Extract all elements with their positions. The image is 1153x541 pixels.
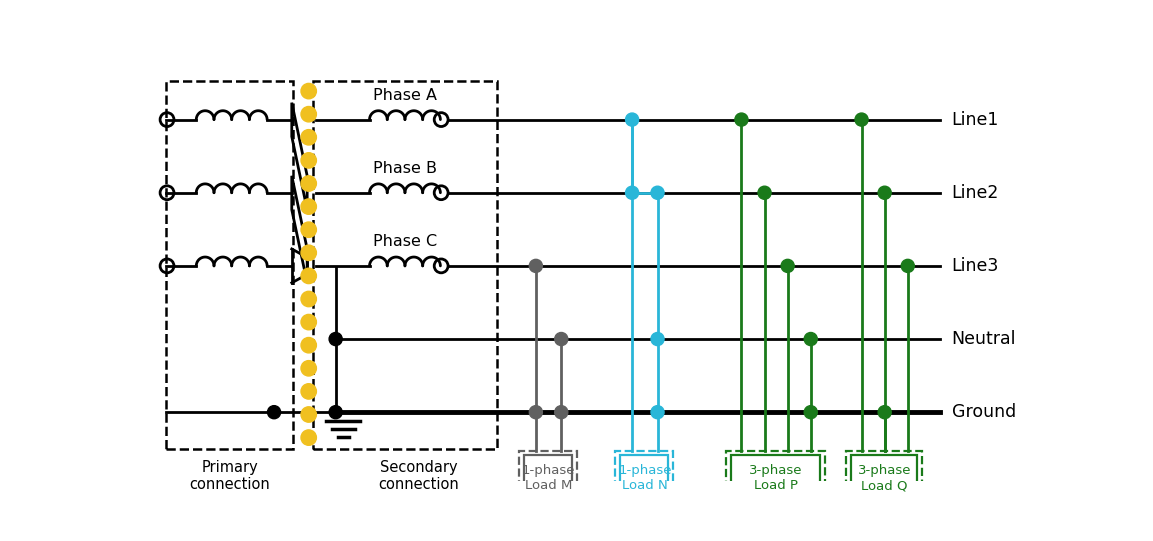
- Circle shape: [301, 245, 316, 261]
- Circle shape: [329, 406, 342, 419]
- Circle shape: [301, 384, 316, 399]
- Circle shape: [301, 430, 316, 445]
- Circle shape: [301, 176, 316, 191]
- Circle shape: [301, 291, 316, 307]
- Circle shape: [804, 406, 817, 419]
- Circle shape: [301, 222, 316, 237]
- Text: Phase B: Phase B: [374, 161, 437, 176]
- Circle shape: [301, 199, 316, 214]
- Text: 3-phase
Load Q: 3-phase Load Q: [858, 464, 911, 492]
- Circle shape: [804, 333, 817, 346]
- Text: Primary
connection: Primary connection: [189, 460, 270, 492]
- Circle shape: [734, 113, 748, 126]
- Circle shape: [902, 259, 914, 273]
- Circle shape: [301, 268, 316, 283]
- Circle shape: [301, 407, 316, 422]
- Circle shape: [267, 406, 280, 419]
- Text: Phase A: Phase A: [374, 88, 437, 103]
- Circle shape: [555, 406, 567, 419]
- Circle shape: [301, 314, 316, 330]
- Circle shape: [626, 113, 639, 126]
- Text: Line2: Line2: [951, 184, 998, 202]
- Circle shape: [329, 333, 342, 346]
- Circle shape: [626, 186, 639, 199]
- Circle shape: [651, 406, 664, 419]
- Circle shape: [879, 186, 891, 199]
- Circle shape: [856, 113, 868, 126]
- Text: 1-phase
Load N: 1-phase Load N: [618, 464, 671, 492]
- Circle shape: [651, 186, 664, 199]
- Circle shape: [529, 259, 542, 273]
- Circle shape: [758, 186, 771, 199]
- Text: 1-phase
Load M: 1-phase Load M: [522, 464, 575, 492]
- Text: Secondary
connection: Secondary connection: [378, 460, 459, 492]
- Circle shape: [555, 333, 567, 346]
- Text: Phase C: Phase C: [374, 234, 437, 249]
- Text: Line1: Line1: [951, 110, 998, 129]
- Text: 3-phase
Load P: 3-phase Load P: [749, 464, 802, 492]
- Circle shape: [529, 406, 542, 419]
- Circle shape: [301, 361, 316, 376]
- Circle shape: [879, 406, 891, 419]
- Text: Ground: Ground: [951, 403, 1016, 421]
- Text: Line3: Line3: [951, 257, 998, 275]
- Circle shape: [301, 338, 316, 353]
- Circle shape: [651, 333, 664, 346]
- Text: Neutral: Neutral: [951, 330, 1016, 348]
- Circle shape: [301, 83, 316, 99]
- Circle shape: [781, 259, 794, 273]
- Circle shape: [301, 130, 316, 145]
- Circle shape: [301, 107, 316, 122]
- Circle shape: [301, 153, 316, 168]
